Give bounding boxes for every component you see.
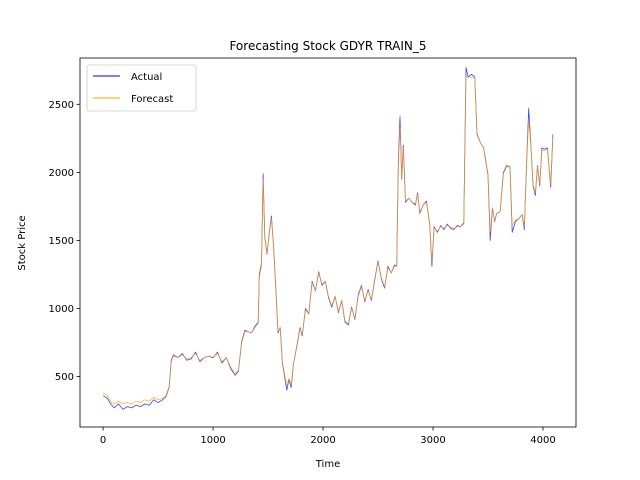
legend: Actual Forecast — [86, 64, 197, 112]
x-tick-label: 3000 — [420, 435, 445, 446]
y-tick-label: 2000 — [49, 168, 74, 179]
y-tick-label: 500 — [55, 372, 74, 383]
x-tick-label: 1000 — [200, 435, 225, 446]
legend-box — [86, 64, 197, 112]
legend-label-actual: Actual — [131, 72, 162, 83]
x-tick-label: 2000 — [310, 435, 335, 446]
x-axis-label: Time — [315, 459, 340, 470]
y-tick-label: 1000 — [49, 304, 74, 315]
axes-frame — [79, 57, 577, 428]
x-tick-label: 0 — [100, 435, 106, 446]
series-line-forecast — [102, 76, 554, 405]
legend-label-forecast: Forecast — [131, 94, 173, 105]
y-tick-label: 1500 — [49, 236, 74, 247]
chart-title: Forecasting Stock GDYR TRAIN_5 — [229, 39, 426, 53]
x-tick-label: 4000 — [530, 435, 555, 446]
plot-area — [102, 67, 554, 410]
y-axis-label: Stock Price — [17, 215, 28, 270]
axes: 0 1000 2000 3000 4000 500 1000 1500 2000 2500 — [49, 57, 577, 446]
y-tick-label: 2500 — [49, 100, 74, 111]
